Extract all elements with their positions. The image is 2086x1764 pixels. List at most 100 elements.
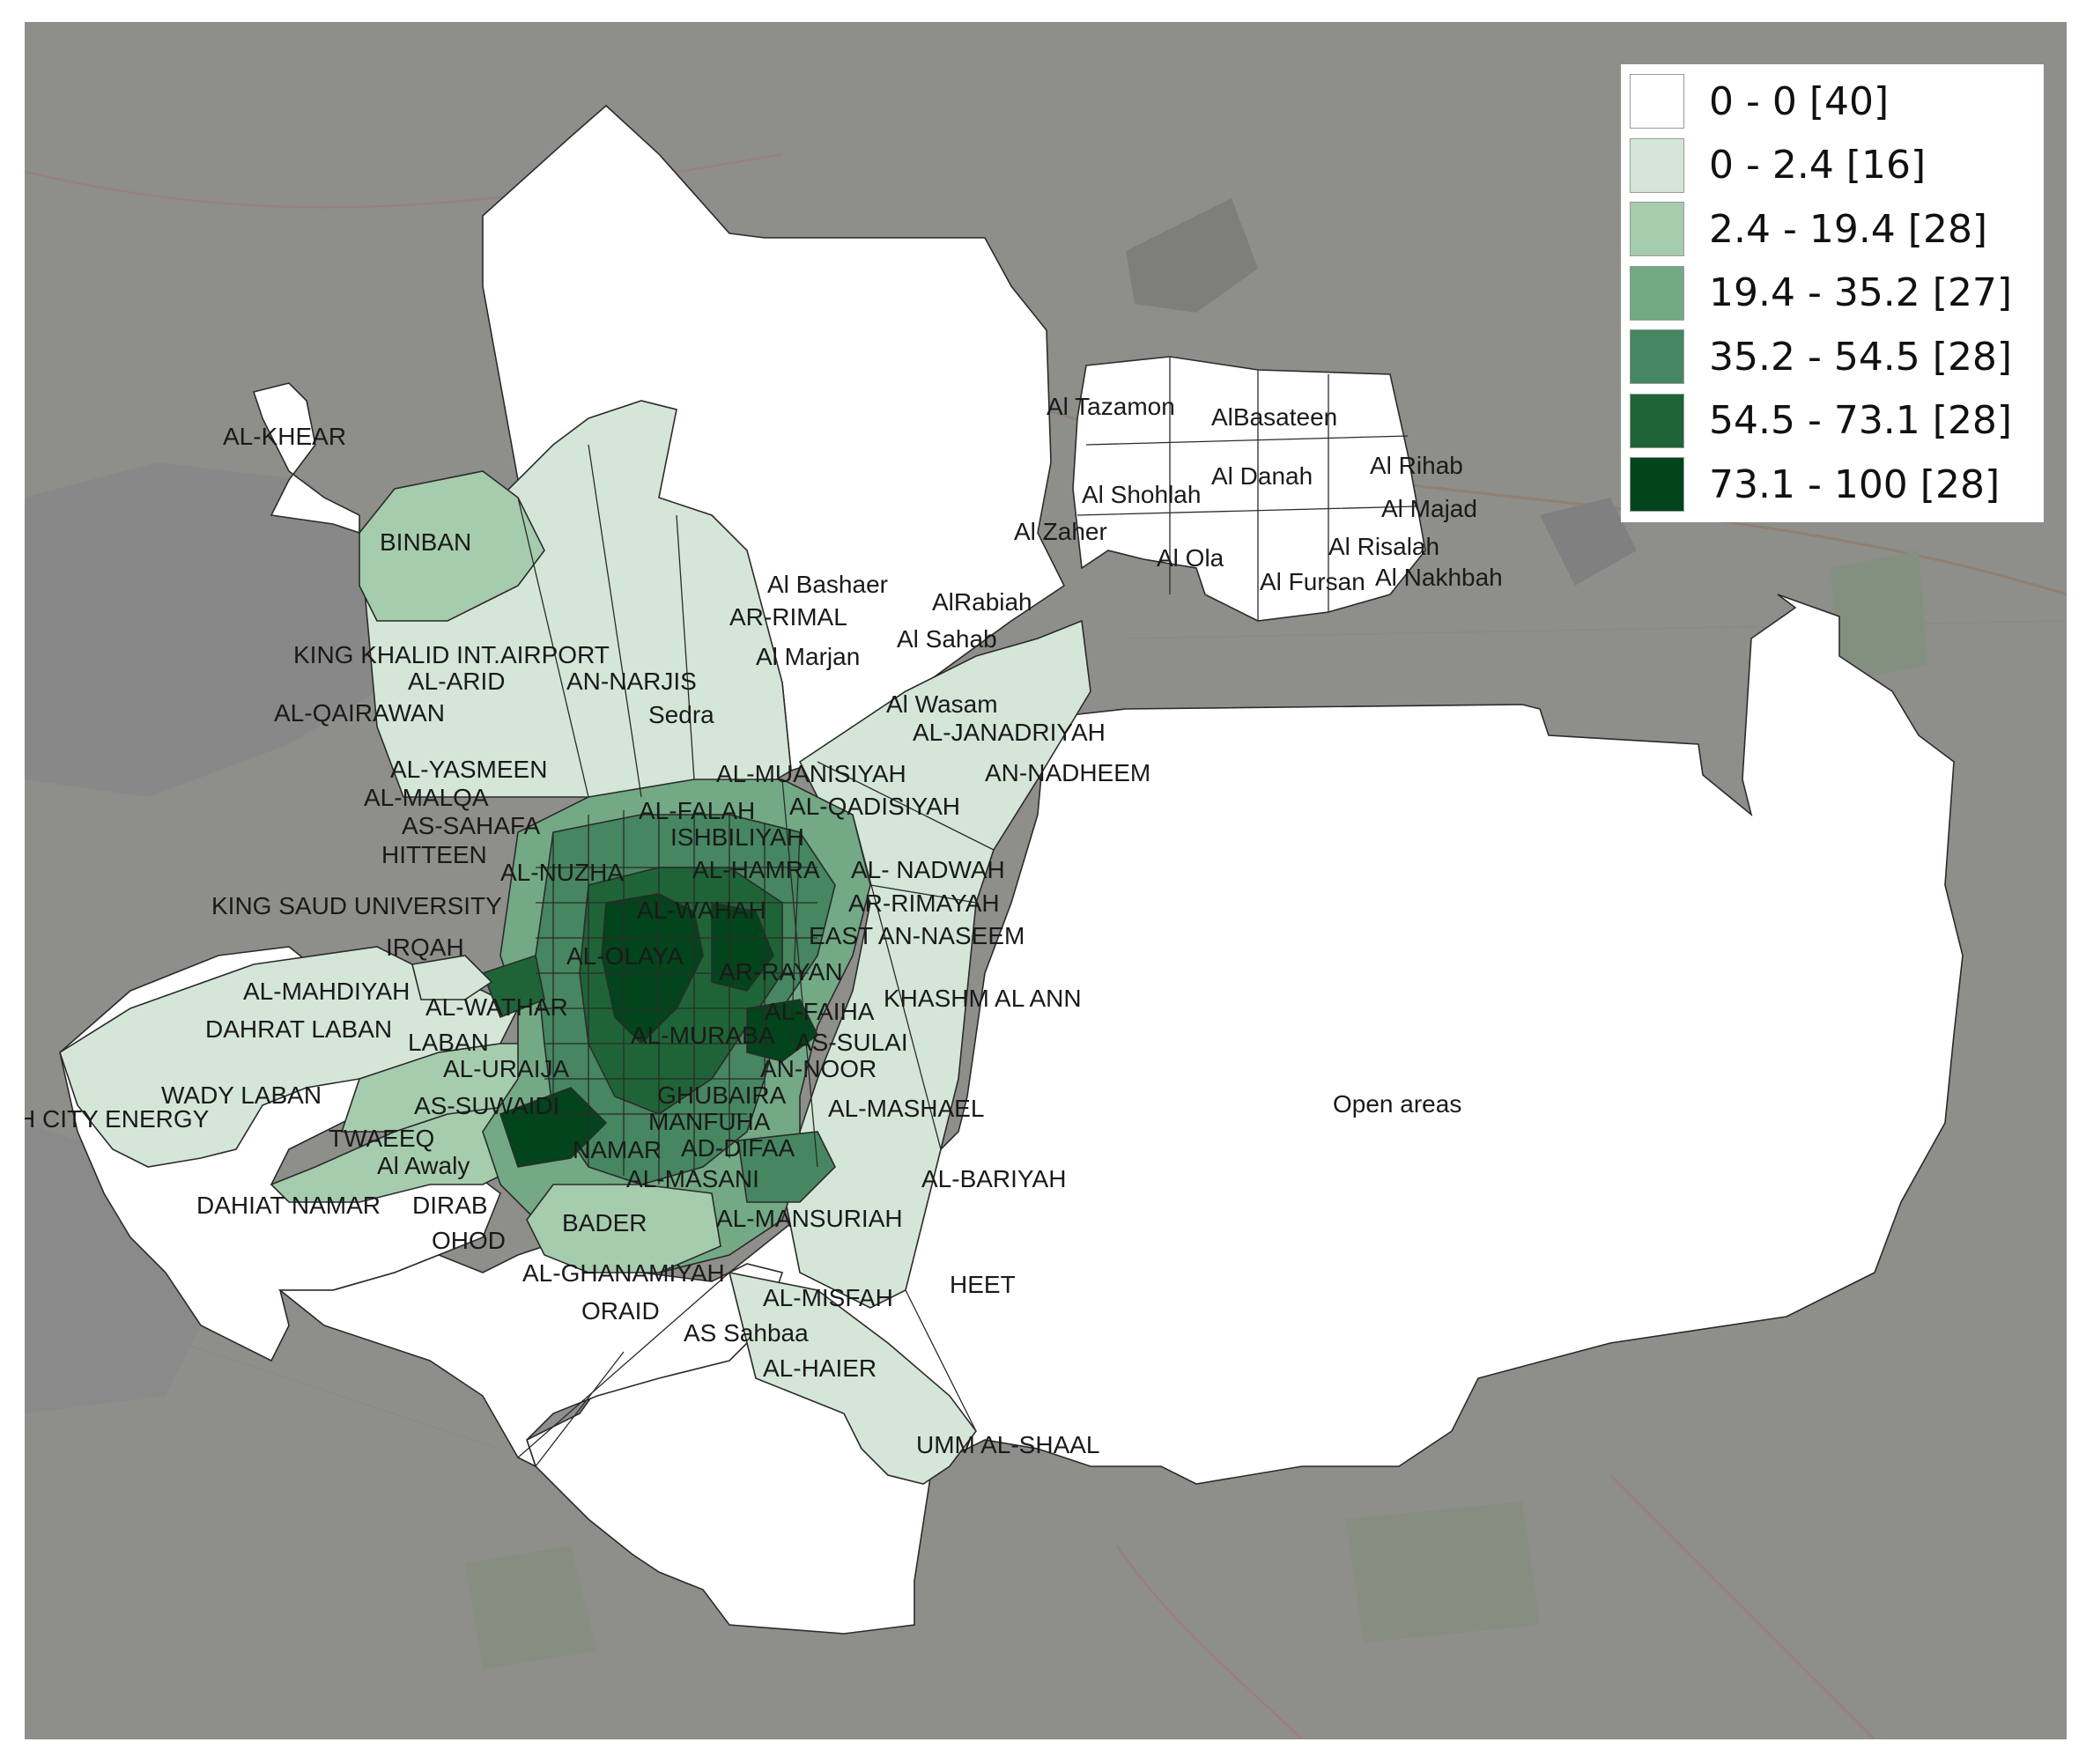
basemap-farm [465, 1546, 597, 1669]
label-dahrat-laban: DAHRAT LABAN [205, 1015, 392, 1043]
label-al-mashael: AL-MASHAEL [828, 1095, 984, 1122]
label-ishbiliyah: ISHBILIYAH [670, 823, 804, 851]
label-al-muraba: AL-MURABA [631, 1022, 775, 1049]
label-as-sulai: AS-SULAI [795, 1029, 908, 1056]
map-frame: AL-KHEAR BINBAN KING KHALID INT.AIRPORT … [25, 22, 2067, 1739]
label-al-bashaer: Al Bashaer [767, 571, 888, 598]
legend-label: 0 - 2.4 [16] [1709, 143, 1927, 188]
legend-item: 54.5 - 73.1 [28] [1630, 389, 2035, 454]
label-al-malqa: AL-MALQA [364, 784, 489, 811]
district-east-light[interactable] [781, 619, 1091, 1309]
legend-item: 0 - 0 [40] [1630, 70, 2035, 134]
legend-label: 54.5 - 73.1 [28] [1709, 398, 2013, 444]
label-namar: NAMAR [573, 1136, 662, 1163]
label-as-sahbaa: AS Sahbaa [684, 1319, 809, 1347]
basemap-urban [1126, 198, 1258, 313]
district-southeast-light[interactable] [728, 1271, 977, 1485]
district-north-light[interactable] [359, 400, 792, 798]
label-al-basateen: AlBasateen [1211, 403, 1337, 431]
label-twaeeq: TWAEEQ [329, 1125, 434, 1152]
label-al-misfah: AL-MISFAH [763, 1284, 893, 1311]
label-east-an-naseem: EAST AN-NASEEM [809, 922, 1025, 949]
label-al-arid: AL-ARID [408, 668, 505, 695]
label-ghubaira: GHUBAIRA [657, 1081, 787, 1109]
basemap-road [1609, 1474, 1875, 1739]
label-al-danah: Al Danah [1211, 462, 1313, 490]
label-ad-difaa: AD-DIFAA [681, 1134, 795, 1162]
label-al-fursan: Al Fursan [1260, 568, 1365, 595]
label-al-zaher: Al Zaher [1014, 518, 1107, 545]
label-al-tazamon: Al Tazamon [1047, 393, 1175, 420]
basemap-road [1116, 1545, 1303, 1739]
legend-swatch [1630, 74, 1684, 129]
district-bader[interactable] [526, 1184, 721, 1273]
legend: 0 - 0 [40] 0 - 2.4 [16] 2.4 - 19.4 [28] 19.… [1621, 64, 2044, 522]
label-al-risalah: Al Risalah [1328, 533, 1439, 560]
label-al-muanisiyah: AL-MUANISIYAH [716, 760, 906, 787]
legend-swatch [1630, 202, 1684, 257]
label-al-qadisiyah: AL-QADISIYAH [789, 793, 960, 820]
label-al-rihab: Al Rihab [1370, 452, 1463, 479]
label-al-sahab: Al Sahab [897, 625, 997, 653]
legend-swatch [1630, 137, 1684, 193]
legend-item: 19.4 - 35.2 [27] [1630, 262, 2035, 326]
label-ar-rayan: AR-RAYAN [719, 958, 843, 985]
basemap-urban [25, 1123, 227, 1413]
label-al-uraija: AL-URAIJA [443, 1055, 569, 1082]
label-al-masani: AL-MASANI [626, 1165, 759, 1192]
district-labels: AL-KHEAR BINBAN KING KHALID INT.AIRPORT … [25, 393, 1503, 1458]
label-city-energy: H CITY ENERGY [25, 1105, 210, 1133]
label-al-ghanamiyah: AL-GHANAMIYAH [522, 1259, 725, 1287]
district-binban[interactable] [359, 470, 545, 622]
district-polygons [59, 104, 1964, 1635]
label-heet: HEET [950, 1271, 1016, 1298]
label-al-bariyah: AL-BARIYAH [921, 1165, 1066, 1192]
label-sedra: Sedra [648, 701, 714, 728]
label-al-falah: AL-FALAH [639, 797, 755, 824]
label-al-majad: Al Majad [1381, 495, 1477, 522]
label-al-wahah: AL-WAHAH [637, 897, 766, 924]
legend-item: 73.1 - 100 [28] [1630, 453, 2035, 517]
label-al-mahdiyah: AL-MAHDIYAH [243, 978, 410, 1005]
label-al-shohlah: Al Shohlah [1082, 481, 1201, 508]
label-al-qairawan: AL-QAIRAWAN [274, 699, 445, 727]
label-manfuha: MANFUHA [648, 1108, 771, 1135]
label-as-suwaidi: AS-SUWAIDI [414, 1092, 559, 1119]
label-al-nuzha: AL-NUZHA [500, 859, 624, 886]
legend-item: 2.4 - 19.4 [28] [1630, 197, 2035, 262]
label-al-khear: AL-KHEAR [223, 423, 346, 450]
label-al-faiha: AL-FAIHA [765, 998, 875, 1025]
label-hitteen: HITTEEN [381, 841, 487, 868]
label-king-saud-university: KING SAUD UNIVERSITY [211, 892, 502, 919]
label-al-yasmeen: AL-YASMEEN [390, 756, 547, 783]
legend-swatch [1630, 393, 1684, 448]
label-al-hamra: AL-HAMRA [692, 856, 820, 883]
label-irqah: IRQAH [386, 934, 464, 961]
label-al-wasam: Al Wasam [886, 690, 998, 718]
legend-label: 0 - 0 [40] [1709, 78, 1890, 124]
district-ad-difaa[interactable] [737, 1131, 836, 1203]
label-as-sahafa: AS-SAHAFA [402, 812, 540, 839]
district-al-khear[interactable] [252, 382, 360, 535]
district-core-dark[interactable] [481, 954, 545, 1019]
label-wady-laban: WADY LABAN [161, 1081, 322, 1109]
legend-label: 35.2 - 54.5 [28] [1709, 334, 2013, 380]
legend-swatch [1630, 265, 1684, 321]
label-an-nadheem: AN-NADHEEM [985, 759, 1150, 786]
legend-item: 0 - 2.4 [16] [1630, 134, 2035, 198]
legend-item: 35.2 - 54.5 [28] [1630, 325, 2035, 389]
label-al-mansuriah: AL-MANSURIAH [716, 1205, 903, 1232]
label-al-rabiah: AlRabiah [932, 588, 1032, 616]
label-al-marjan: Al Marjan [756, 643, 860, 670]
label-dirab: DIRAB [412, 1192, 488, 1219]
label-khashm-al-ann: KHASHM AL ANN [884, 985, 1082, 1012]
district-irqah[interactable] [411, 955, 493, 1000]
label-ar-rimayah: AR-RIMAYAH [848, 889, 1000, 917]
basemap-urban [25, 462, 395, 797]
legend-swatch [1630, 457, 1684, 513]
label-binban: BINBAN [380, 528, 471, 556]
label-umm-al-shaal: UMM AL-SHAAL [916, 1431, 1100, 1458]
label-al-ola: Al Ola [1157, 544, 1224, 572]
legend-label: 19.4 - 35.2 [27] [1709, 270, 2013, 316]
label-al-janadriyah: AL-JANADRIYAH [913, 719, 1106, 746]
